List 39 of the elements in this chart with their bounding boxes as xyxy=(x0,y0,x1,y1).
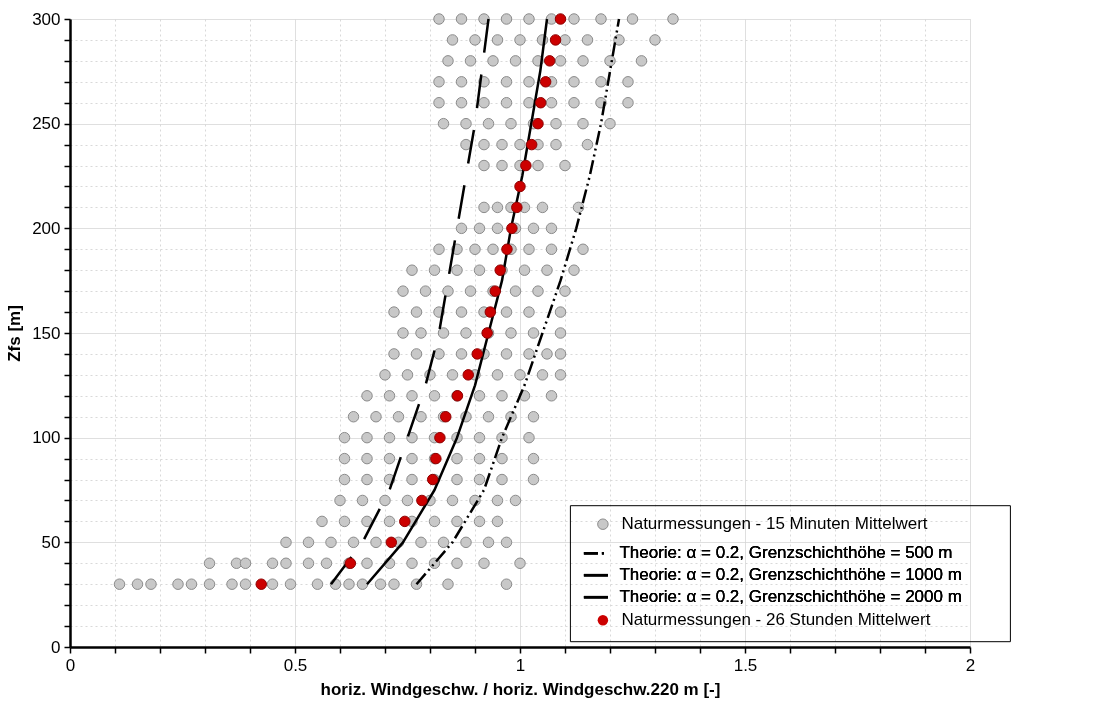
point xyxy=(399,515,411,528)
y-tick-label: 200 xyxy=(32,218,61,238)
point xyxy=(484,306,497,318)
x-tick-label: 1.5 xyxy=(733,655,758,675)
y-axis-title: Zfs [m] xyxy=(5,305,25,362)
point xyxy=(532,117,544,130)
point xyxy=(506,222,518,235)
point xyxy=(549,34,562,46)
legend-label: Theorie: α = 0.2, Grenzschichthöhe = 1000 m xyxy=(619,565,962,585)
point xyxy=(511,201,523,214)
legend-label: Theorie: α = 0.2, Grenzschichthöhe = 500 m xyxy=(619,543,953,563)
point xyxy=(554,13,567,25)
point xyxy=(534,97,547,109)
point xyxy=(514,180,526,193)
y-tick-label: 100 xyxy=(32,428,61,448)
point xyxy=(416,494,428,507)
y-tick-label: 150 xyxy=(32,323,61,343)
y-tick-label: 50 xyxy=(41,532,61,552)
x-tick-label: 1 xyxy=(515,655,526,675)
point xyxy=(539,76,552,88)
point xyxy=(255,578,267,590)
x-tick-label: 0.5 xyxy=(283,655,308,675)
legend-label: Naturmessungen - 15 Minuten Mittelwert xyxy=(621,514,928,534)
y-tick-label: 250 xyxy=(32,114,61,134)
x-tick-label: 0 xyxy=(65,655,76,675)
point xyxy=(520,159,532,172)
point xyxy=(471,348,483,360)
y-tick-label: 300 xyxy=(32,9,61,29)
point xyxy=(501,243,513,255)
legend-label: Theorie: α = 0.2, Grenzschichthöhe = 2000 m xyxy=(619,587,962,607)
point xyxy=(462,369,474,381)
point xyxy=(543,55,556,67)
point xyxy=(434,431,446,444)
legend-label: Naturmessungen - 26 Stunden Mittelwert xyxy=(621,610,931,630)
y-tick-label: 0 xyxy=(51,637,61,657)
x-tick-label: 2 xyxy=(965,655,976,675)
point xyxy=(525,138,538,151)
point xyxy=(385,536,398,549)
x-axis-title: horiz. Windgeschw. / horiz. Windgeschw.220 m [-] xyxy=(320,679,721,699)
